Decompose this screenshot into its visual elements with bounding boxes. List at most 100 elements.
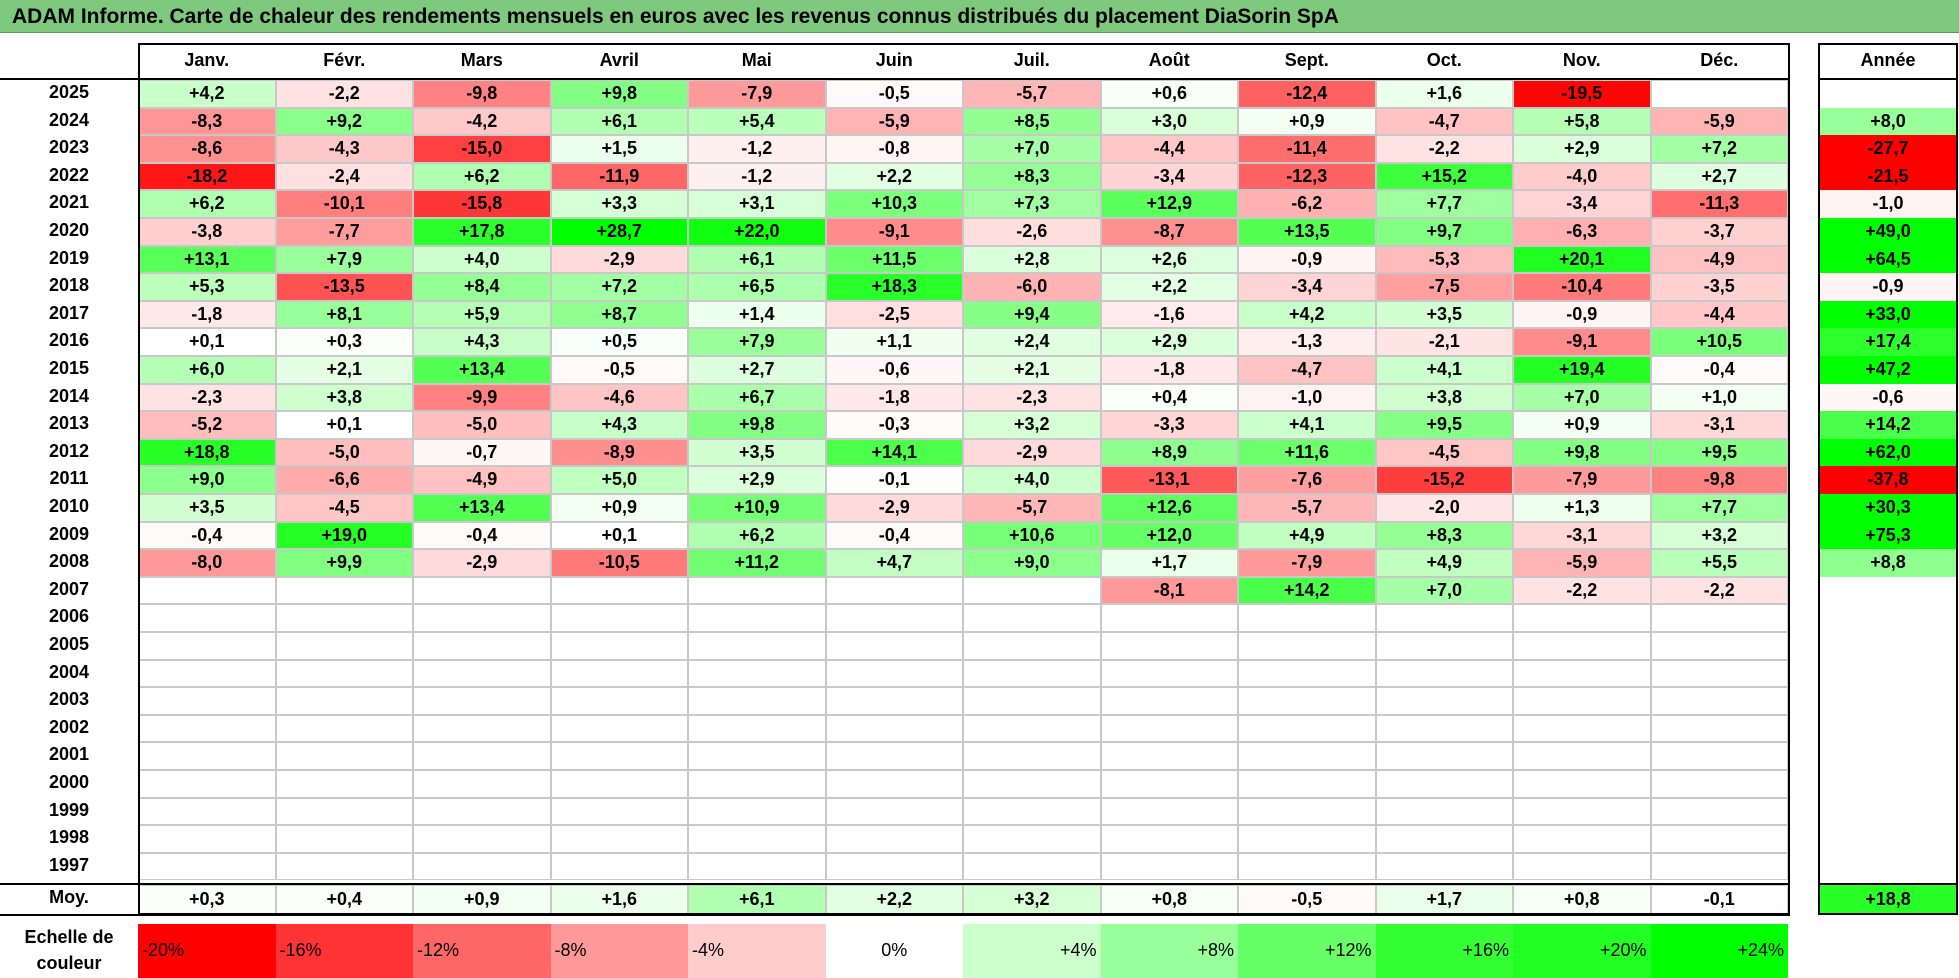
month-header: Mai (741, 50, 772, 70)
year-label: 2017 (48, 302, 90, 323)
header-rule (0, 78, 1790, 80)
heatmap-cell: +2,9 (1100, 328, 1238, 356)
heatmap-cell: +19,0 (275, 521, 413, 550)
annual-cell: +47,2 (1820, 356, 1956, 384)
annual-cell (1820, 797, 1956, 826)
average-cell: +0,3 (138, 885, 276, 914)
heatmap-cell (963, 742, 1101, 770)
heatmap-cell (1238, 714, 1376, 743)
heatmap-cell: -6,6 (275, 466, 413, 494)
heatmap-cell: -0,4 (413, 521, 551, 550)
month-header: Sept. (1284, 50, 1329, 70)
heatmap-cell: -9,1 (825, 218, 963, 246)
heatmap-cell (1238, 632, 1376, 660)
heatmap-cell: +12,0 (1100, 521, 1238, 550)
heatmap-cell: +2,4 (963, 328, 1101, 356)
heatmap-cell (138, 825, 276, 853)
color-scale-stop: -12% (413, 924, 551, 978)
year-label: 2020 (48, 220, 90, 240)
heatmap-cell: +0,6 (1100, 80, 1238, 108)
heatmap-cell: +15,2 (1375, 162, 1513, 191)
heatmap-cell: +1,6 (1375, 80, 1513, 108)
heatmap-cell: +7,2 (550, 273, 688, 301)
heatmap-cell: +1,5 (550, 135, 688, 163)
heatmap-cell (413, 576, 551, 605)
heatmap-cell: -7,9 (1513, 466, 1651, 494)
heatmap-cell: -8,0 (138, 549, 276, 577)
heatmap-cell: +6,1 (688, 245, 826, 274)
heatmap-cell: -4,4 (1650, 300, 1788, 329)
heatmap-cell (1650, 687, 1788, 715)
heatmap-cell (1513, 852, 1651, 881)
heatmap-cell (1100, 825, 1238, 853)
heatmap-cell (825, 742, 963, 770)
heatmap-cell: -1,2 (688, 135, 826, 163)
heatmap-cell: -11,9 (550, 162, 688, 191)
heatmap-cell: +5,8 (1513, 107, 1651, 136)
year-label: 2015 (48, 358, 90, 378)
heatmap-cell (138, 797, 276, 826)
heatmap-cell: +3,8 (1375, 383, 1513, 412)
heatmap-cell: -10,4 (1513, 273, 1651, 301)
heatmap-cell: +7,7 (1375, 190, 1513, 218)
heatmap-cell: -0,1 (825, 466, 963, 494)
heatmap-cell: -0,9 (1238, 245, 1376, 274)
heatmap-cell: -2,2 (1513, 576, 1651, 605)
average-cell: +0,4 (275, 885, 413, 914)
heatmap-cell (275, 714, 413, 743)
year-label: 2022 (48, 164, 90, 185)
month-header: Janv. (184, 50, 230, 70)
average-rule-annual (1818, 883, 1958, 885)
heatmap-cell: +6,5 (688, 273, 826, 301)
heatmap-cell: -4,7 (1238, 356, 1376, 384)
heatmap-cell (825, 825, 963, 853)
heatmap-cell (1513, 632, 1651, 660)
annual-cell: +33,0 (1820, 300, 1956, 329)
heatmap-cell: +14,2 (1238, 576, 1376, 605)
heatmap-cell: -0,4 (1650, 356, 1788, 384)
heatmap-cell (825, 659, 963, 688)
heatmap-cell: -4,7 (1375, 107, 1513, 136)
heatmap-cell: -15,2 (1375, 466, 1513, 494)
average-label: Moy. (49, 887, 89, 907)
average-cell: +1,7 (1375, 885, 1513, 914)
heatmap-cell (825, 632, 963, 660)
heatmap-cell: +7,9 (275, 245, 413, 274)
heatmap-cell (1650, 770, 1788, 798)
heatmap-cell: -2,9 (413, 549, 551, 577)
heatmap-cell: +6,2 (138, 190, 276, 218)
annual-cell: +75,3 (1820, 521, 1956, 550)
average-rule (0, 883, 1790, 885)
year-label: 1999 (48, 799, 90, 820)
heatmap-cell (1375, 797, 1513, 826)
heatmap-cell: +8,4 (413, 273, 551, 301)
heatmap-cell: -8,9 (550, 438, 688, 467)
heatmap-cell (413, 825, 551, 853)
heatmap-cell: -5,7 (1238, 494, 1376, 522)
heatmap-cell: +6,0 (138, 356, 276, 384)
heatmap-cell: +8,7 (550, 300, 688, 329)
annual-cell: -27,7 (1820, 135, 1956, 163)
heatmap-cell: +3,5 (138, 494, 276, 522)
year-label: 2013 (48, 413, 90, 434)
heatmap-cell: -18,2 (138, 162, 276, 191)
heatmap-cell (1513, 825, 1651, 853)
heatmap-cell: -8,1 (1100, 576, 1238, 605)
heatmap-cell (413, 770, 551, 798)
heatmap-cell: +8,1 (275, 300, 413, 329)
heatmap-cell (1100, 687, 1238, 715)
heatmap-cell (688, 687, 826, 715)
heatmap-cell: +1,0 (1650, 383, 1788, 412)
heatmap-cell (1650, 852, 1788, 881)
heatmap-cell: +8,5 (963, 107, 1101, 136)
month-header: Févr. (323, 50, 366, 70)
heatmap-cell (275, 659, 413, 688)
year-label: 2018 (48, 275, 90, 296)
heatmap-cell: +7,0 (1513, 383, 1651, 412)
heatmap-cell: -1,0 (1238, 383, 1376, 412)
heatmap-cell (138, 604, 276, 632)
heatmap-cell: -1,3 (1238, 328, 1376, 356)
heatmap-cell (1375, 742, 1513, 770)
heatmap-cell: +6,7 (688, 383, 826, 412)
